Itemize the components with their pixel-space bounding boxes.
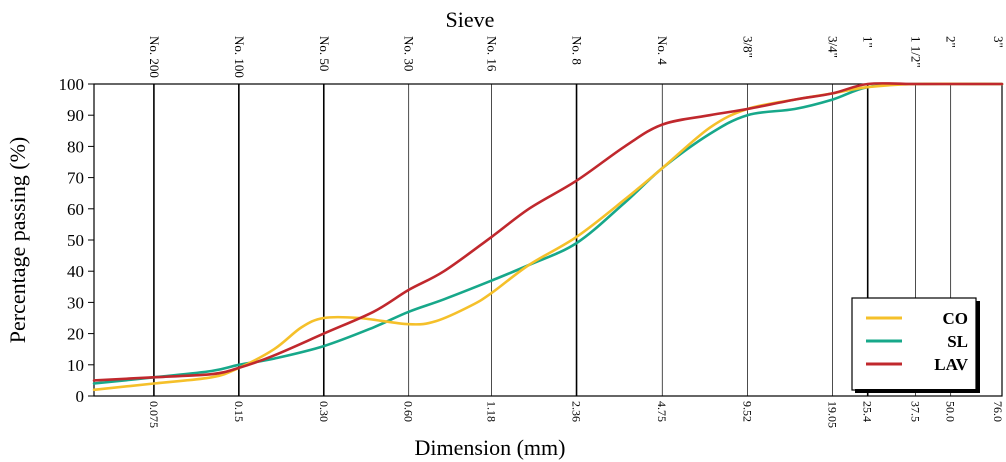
series-line-lav [92,81,1004,382]
legend-box-shadow-bottom [855,389,980,393]
y-tick-label: 40 [67,262,84,281]
legend-label: SL [947,332,968,351]
y-axis-label: Percentage passing (%) [5,137,30,343]
size-label: 1.18 [485,401,499,422]
size-label: 19.05 [825,401,839,428]
sieve-name-label: No. 30 [402,36,417,71]
series-lines [92,81,1004,392]
sieve-name-label: 1" [861,36,876,48]
sieve-name-label: No. 100 [232,36,247,78]
sieve-name-label: No. 200 [147,36,162,78]
y-tick-label: 20 [67,325,84,344]
sieve-name-label: 2" [944,36,959,48]
y-tick-label: 100 [59,75,85,94]
sieve-name-label: No. 50 [317,36,332,71]
sieve-name-label: No. 16 [485,36,500,72]
size-label: 9.52 [740,401,754,422]
legend-box [851,297,977,391]
size-label: 0.15 [232,401,246,422]
y-tick-label: 70 [67,169,84,188]
size-label: 37.5 [908,401,922,422]
size-labels: 0.075 0.15 0.30 0.60 1.18 2.36 4.75 9.52 19.05 25… [147,401,1005,428]
size-label: 76.0 [991,401,1005,422]
sieve-name-label: No. 8 [570,36,585,65]
y-tick-label: 60 [67,200,84,219]
sieve-name-label: 3/8" [740,36,755,58]
legend-box-shadow [976,301,980,393]
size-label: 2.36 [570,401,584,422]
y-tick-label: 90 [67,106,84,125]
size-label: 0.075 [147,401,161,428]
sieve-name-label: 3" [991,36,1006,48]
legend: CO SL LAV [851,297,980,393]
y-tick-label: 10 [67,356,84,375]
x-axis-label: Dimension (mm) [415,435,566,460]
size-label: 50.0 [944,401,958,422]
y-tick-label: 0 [76,387,85,406]
legend-label: LAV [934,355,968,374]
size-label: 25.4 [861,401,875,422]
y-tick-label: 50 [67,231,84,250]
size-label: 4.75 [655,401,669,422]
size-label: 0.60 [402,401,416,422]
sieve-name-label: 1 1/2" [908,36,923,68]
sieve-name-label: 3/4" [825,36,840,58]
legend-label: CO [943,309,969,328]
chart-title: Sieve [446,7,495,32]
y-tick-label: 30 [67,293,84,312]
y-axis: 0 10 20 30 40 50 60 70 80 90 100 [59,75,94,406]
sieve-name-labels: No. 200 No. 100 No. 50 No. 30 No. 16 No. 8 No.… [147,36,1006,78]
y-tick-label: 80 [67,137,84,156]
size-label: 0.30 [317,401,331,422]
sieve-name-label: No. 4 [655,36,670,65]
